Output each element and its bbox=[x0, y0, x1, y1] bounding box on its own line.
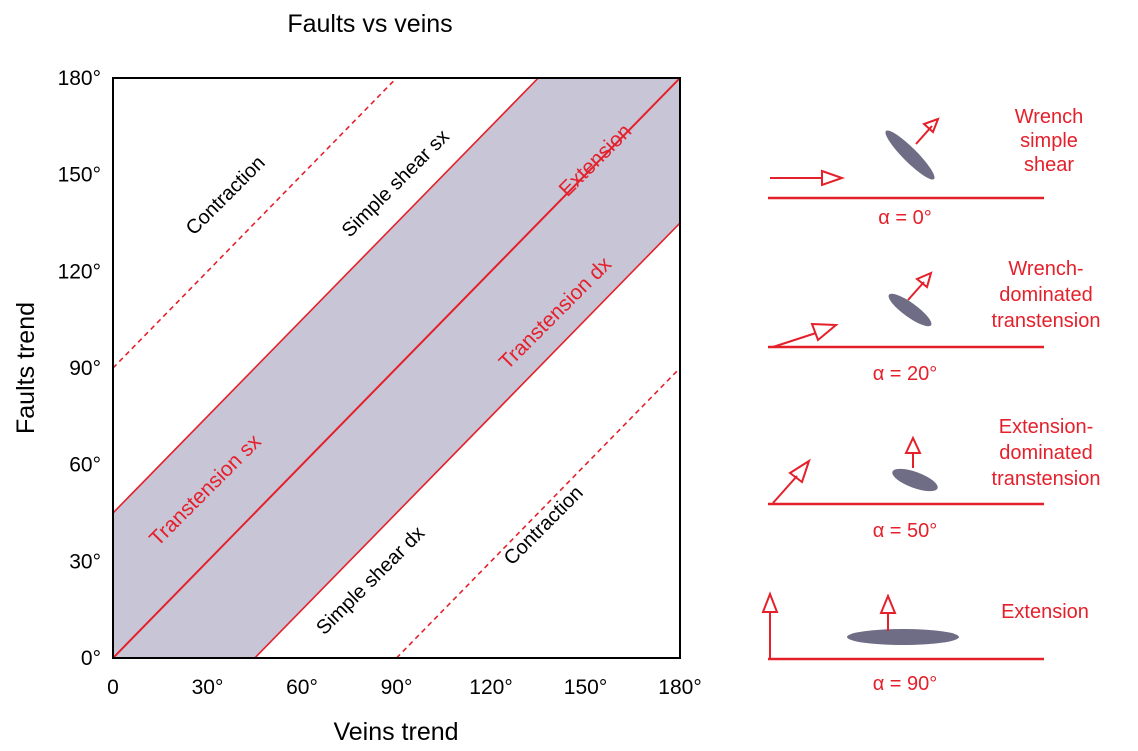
region-label-contraction-lower: Contraction bbox=[500, 482, 588, 570]
y-tick-label: 180° bbox=[58, 67, 101, 90]
kinematic-label-line: dominated bbox=[999, 442, 1092, 464]
x-tick-label: 120° bbox=[469, 676, 512, 699]
x-tick-label: 60° bbox=[286, 676, 318, 699]
arrowhead-icon bbox=[879, 593, 897, 614]
kinematic-label-line: shear bbox=[1024, 154, 1074, 176]
y-tick-label: 0° bbox=[81, 647, 101, 670]
arrowhead-icon bbox=[761, 591, 779, 613]
x-tick-label: 90° bbox=[381, 676, 413, 699]
strain-ellipse bbox=[892, 468, 938, 492]
chart-title: Faults vs veins bbox=[287, 10, 452, 38]
diagonal-line bbox=[113, 78, 680, 658]
y-tick-label: 90° bbox=[69, 357, 101, 380]
alpha-label: α = 20° bbox=[873, 363, 938, 385]
displacement-arrow bbox=[772, 475, 798, 504]
x-tick-label: 0 bbox=[107, 676, 119, 699]
extension-direction-arrow bbox=[907, 281, 925, 301]
kinematic-label-line: Extension bbox=[1001, 601, 1089, 623]
arrowhead-icon bbox=[915, 271, 933, 289]
arrowhead-icon bbox=[904, 435, 922, 454]
y-tick-label: 30° bbox=[69, 550, 101, 573]
kinematic-label-line: Wrench- bbox=[1008, 258, 1083, 280]
kinematic-wrench-dominated-transtension: Wrench- dominated transtension α = 20° bbox=[768, 258, 1100, 385]
plot-content bbox=[113, 78, 680, 658]
y-tick-label: 150° bbox=[58, 164, 101, 187]
kinematic-label-line: transtension bbox=[992, 310, 1101, 332]
alpha-label: α = 50° bbox=[873, 520, 938, 542]
strain-ellipse bbox=[888, 293, 932, 327]
arrowhead-icon bbox=[788, 458, 811, 484]
x-axis-label: Veins trend bbox=[333, 718, 458, 746]
x-tick-label: 30° bbox=[192, 676, 224, 699]
arrowhead-icon bbox=[922, 117, 940, 134]
kinematic-wrench-simple-shear: Wrench simple shear α = 0° bbox=[768, 106, 1083, 229]
kinematic-extension: Extension α = 90° bbox=[761, 591, 1089, 695]
band-lower-line bbox=[254, 222, 680, 658]
region-label-contraction-upper: Contraction bbox=[182, 152, 270, 240]
alpha-label: α = 0° bbox=[878, 207, 931, 229]
band-upper-line bbox=[113, 78, 539, 514]
x-axis-ticks: 0 30° 60° 90° 120° 150° 180° bbox=[107, 676, 702, 699]
plot-frame bbox=[112, 77, 681, 659]
y-axis-ticks: 0° 30° 60° 90° 120° 150° 180° bbox=[58, 67, 101, 670]
strain-ellipse bbox=[847, 629, 959, 645]
x-tick-label: 150° bbox=[564, 676, 607, 699]
arrowhead-icon bbox=[810, 322, 839, 342]
kinematic-label-line: simple bbox=[1020, 130, 1078, 152]
x-tick-label: 180° bbox=[658, 676, 701, 699]
dashed-line-lower bbox=[395, 367, 680, 658]
y-tick-label: 60° bbox=[69, 454, 101, 477]
dashed-line-upper bbox=[113, 78, 398, 369]
y-tick-label: 120° bbox=[58, 260, 101, 283]
displacement-arrow bbox=[772, 332, 817, 348]
alpha-label: α = 90° bbox=[873, 673, 938, 695]
kinematics-panel: Wrench simple shear α = 0° Wrench- domin… bbox=[761, 106, 1100, 695]
kinematic-label-line: dominated bbox=[999, 284, 1092, 306]
plot-area: Contraction Simple shear sx Extension Tr… bbox=[112, 77, 681, 659]
strain-ellipse bbox=[885, 130, 935, 180]
kinematic-label-line: transtension bbox=[992, 468, 1101, 490]
kinematic-label-line: Extension- bbox=[999, 416, 1094, 438]
kinematic-label-line: Wrench bbox=[1015, 106, 1084, 128]
kinematic-extension-dominated-transtension: Extension- dominated transtension α = 50… bbox=[768, 416, 1100, 542]
y-axis-label: Faults trend bbox=[12, 302, 40, 434]
arrowhead-icon bbox=[821, 169, 846, 187]
